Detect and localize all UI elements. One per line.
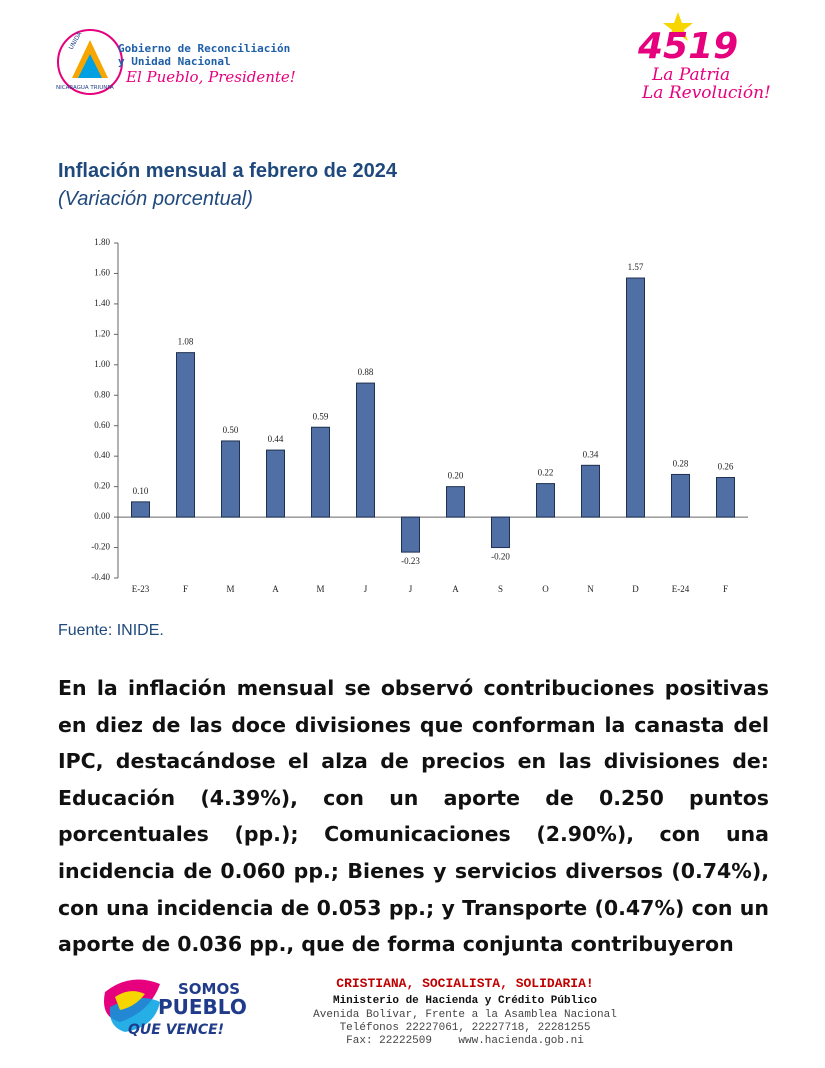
y-tick-label: 0.00 [94, 511, 110, 521]
anniv-line1: La Patria [651, 65, 730, 85]
y-tick-label: 1.00 [94, 359, 110, 369]
x-tick-label: F [183, 584, 188, 594]
y-tick-label: 1.60 [94, 268, 110, 278]
bar [401, 516, 420, 553]
x-tick-label: M [226, 584, 234, 594]
footer-logo: SOMOS PUEBLO QUE VENCE! [104, 979, 247, 1038]
phones: Teléfonos 22227061, 22227718, 22281255 [339, 1022, 591, 1034]
y-tick-label: -0.20 [91, 542, 110, 552]
y-tick-label: 0.20 [94, 481, 110, 491]
value-label: 0.20 [448, 471, 464, 481]
value-label: 0.28 [673, 459, 689, 469]
badge-bottom: NICARAGUA TRIUNFA [56, 85, 114, 91]
bar [716, 477, 735, 518]
y-tick-label: -0.40 [91, 572, 110, 582]
slogan: El Pueblo, Presidente! [125, 68, 296, 86]
x-tick-label: J [409, 584, 413, 594]
value-label: 1.08 [178, 337, 194, 347]
x-tick-label: J [364, 584, 368, 594]
bar [671, 473, 690, 518]
bar [536, 483, 555, 518]
bar [266, 449, 285, 518]
chart-subtitle: (Variación porcentual) [58, 188, 253, 210]
x-tick-label: A [452, 584, 459, 594]
bar [176, 352, 195, 518]
bar [356, 382, 375, 518]
bar [491, 516, 510, 549]
footer-logo-line1: SOMOS [178, 980, 240, 998]
fax-web: Fax: 22222509 www.hacienda.gob.ni [346, 1035, 584, 1047]
value-label: 0.44 [268, 434, 284, 444]
value-label: 0.10 [133, 486, 149, 496]
footer-logo-line2: PUEBLO [158, 995, 247, 1019]
y-tick-label: 0.40 [94, 450, 110, 460]
x-tick-label: S [498, 584, 503, 594]
x-tick-label: D [632, 584, 639, 594]
value-label: 1.57 [628, 262, 644, 272]
paragraph: En la inflación mensual se observó contr… [58, 676, 769, 957]
bar [626, 277, 645, 518]
bar [311, 426, 330, 518]
y-tick-label: 1.80 [94, 237, 110, 247]
value-label: 0.50 [223, 425, 239, 435]
value-label: 0.26 [718, 462, 734, 472]
value-label: 0.34 [583, 449, 599, 459]
gov-logo: UNIDA NICARAGUA TRIUNFA Gobierno de Reco… [56, 29, 296, 95]
value-label: -0.20 [491, 552, 510, 562]
gov-line2: y Unidad Nacional [118, 55, 231, 68]
source: Fuente: INIDE. [58, 622, 164, 639]
bar [221, 440, 240, 518]
y-tick-label: 0.60 [94, 420, 110, 430]
bar [446, 486, 465, 518]
value-label: 0.59 [313, 411, 329, 421]
footer-logo-line3: QUE VENCE! [128, 1022, 224, 1038]
ministry: Ministerio de Hacienda y Crédito Público [332, 995, 598, 1007]
x-tick-label: E-24 [672, 584, 690, 594]
x-tick-label: E-23 [132, 584, 150, 594]
x-tick-label: A [272, 584, 279, 594]
gov-line1: Gobierno de Reconciliación [118, 42, 290, 55]
anniv-number: 4519 [637, 26, 738, 67]
x-tick-label: O [542, 584, 549, 594]
chart-title: Inflación mensual a febrero de 2024 [58, 160, 398, 182]
bar [581, 464, 600, 518]
value-label: 0.22 [538, 468, 554, 478]
address: Avenida Bolívar, Frente a la Asamblea Na… [313, 1009, 617, 1021]
anniv-logo: 4519 La Patria La Revolución! [637, 12, 771, 103]
value-label: -0.23 [401, 556, 420, 566]
x-tick-label: M [316, 584, 324, 594]
y-tick-label: 0.80 [94, 389, 110, 399]
motto: CRISTIANA, SOCIALISTA, SOLIDARIA! [336, 976, 594, 991]
x-tick-label: F [723, 584, 728, 594]
y-tick-label: 1.20 [94, 328, 110, 338]
chart: -0.40 -0.20 0.00 0.20 0.40 0.60 0.80 1.00 1.20 1.… [91, 237, 748, 594]
value-label: 0.88 [358, 367, 374, 377]
anniv-line2: La Revolución! [641, 83, 771, 103]
x-tick-label: N [587, 584, 594, 594]
y-tick-label: 1.40 [94, 298, 110, 308]
bar [131, 501, 150, 518]
